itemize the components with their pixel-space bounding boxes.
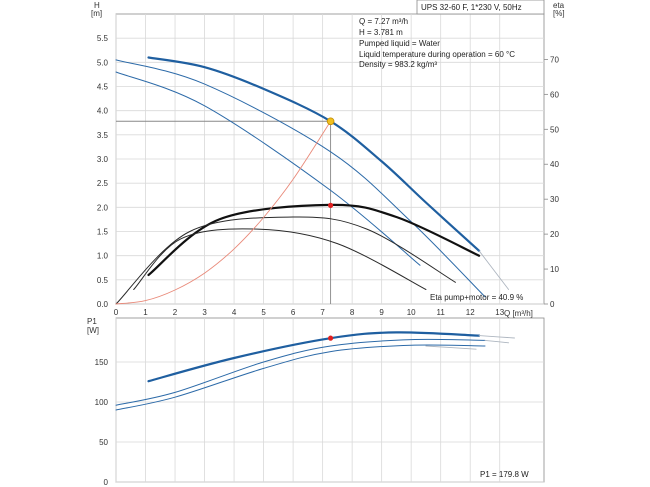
hq-y-tick-label: 5.0 [97, 58, 109, 67]
hq-y-tick-label: 2.0 [97, 203, 109, 212]
hq-eta-tick-label: 50 [550, 125, 559, 134]
hq-series-6 [133, 228, 427, 290]
hq-x-tick-label: 2 [173, 308, 178, 317]
hq-eta-tick-label: 10 [550, 265, 559, 274]
hq-y-tick-label: 5.5 [97, 34, 109, 43]
hq-x-tick-label: 10 [407, 308, 416, 317]
p1-y-tick-label: 0 [104, 478, 109, 487]
hq-series-2 [115, 71, 421, 266]
hq-chart: 0 1 2 3 4 5 6 7 8 9 10 11 12 13 0.00.51.01.52.02.53.0… [91, 0, 565, 318]
hq-y-tick-label: 0.5 [97, 276, 109, 285]
hq-x-tick-label: 11 [437, 308, 446, 317]
hq-x-tick-label: 12 [466, 308, 475, 317]
hq-x-tick-label: 7 [320, 308, 325, 317]
p1-y-ticks: 0 50 100 150 [95, 358, 109, 487]
hq-x-tick-label: 3 [202, 308, 207, 317]
hq-y-tick-label: 2.5 [97, 179, 109, 188]
hq-y-tick-label: 1.5 [97, 228, 109, 237]
info-line-density: Density = 983.2 kg/m³ [359, 60, 437, 69]
x-axis-label: Q [m³/h] [504, 309, 533, 318]
p1-axis-unit: [W] [87, 326, 99, 335]
hq-eta-tick-label: 20 [550, 230, 559, 239]
hq-x-tick-label: 6 [291, 308, 296, 317]
p1-chart: 0 50 100 150 P1 [W] P1 = 179.8 W [87, 317, 545, 487]
hq-series-5 [115, 216, 456, 305]
p1-series [115, 331, 515, 411]
p1-annotation: P1 = 179.8 W [480, 470, 529, 479]
hq-series-3 [478, 250, 510, 290]
hq-y-tick-label: 0.0 [97, 300, 109, 309]
hq-x-ticks: 0 1 2 3 4 5 6 7 8 9 10 11 12 13 [114, 308, 505, 317]
hq-points [326, 117, 335, 208]
hq-series-7 [115, 120, 332, 305]
p1-y-tick-label: 100 [95, 398, 109, 407]
p1-point [327, 335, 334, 341]
hq-x-tick-label: 4 [232, 308, 237, 317]
hq-eta-ticks: 0 10 20 30 40 50 60 70 [544, 55, 559, 309]
chart-title: UPS 32-60 F, 1*230 V, 50Hz [421, 3, 522, 12]
hq-x-tick-label: 1 [143, 308, 148, 317]
hq-eta-tick-label: 60 [550, 90, 559, 99]
p1-y-tick-label: 50 [99, 438, 108, 447]
eta-annotation: Eta pump+motor = 40.9 % [430, 293, 523, 302]
hq-series-1 [115, 59, 486, 298]
duty-point [326, 117, 335, 126]
p1-axis-label: P1 [87, 317, 97, 326]
info-block: Q = 7.27 m³/h H = 3.781 m Pumped liquid … [359, 17, 515, 69]
eta-point [327, 202, 334, 208]
hq-x-tick-label: 5 [261, 308, 266, 317]
hq-grid [115, 14, 544, 305]
hq-eta-tick-label: 40 [550, 160, 559, 169]
h-axis-unit: [m] [91, 9, 102, 18]
info-line-h: H = 3.781 m [359, 28, 403, 37]
hq-y-tick-label: 4.0 [97, 107, 109, 116]
p1-grid [115, 318, 544, 483]
hq-eta-tick-label: 30 [550, 195, 559, 204]
hq-y-tick-label: 4.5 [97, 83, 109, 92]
p1-points [327, 335, 334, 341]
hq-x-tick-label: 13 [495, 308, 504, 317]
hq-x-tick-label: 8 [350, 308, 355, 317]
p1-series-3 [115, 344, 486, 411]
p1-series-2 [115, 338, 486, 406]
hq-y-tick-label: 3.0 [97, 155, 109, 164]
hq-x-tick-label: 0 [114, 308, 119, 317]
hq-eta-tick-label: 70 [550, 55, 559, 64]
p1-series-1 [478, 335, 515, 339]
hq-y-ticks: 0.0 0.5 1.0 1.5 2.0 2.5 3.0 3.5 4.0 4.5 5.0 5.5 [97, 34, 109, 309]
p1-series-4 [484, 339, 510, 344]
p1-y-tick-label: 150 [95, 358, 109, 367]
title-box [416, 0, 545, 15]
info-line-temp: Liquid temperature during operation = 60… [359, 50, 515, 59]
hq-y-tick-label: 3.5 [97, 131, 109, 140]
hq-y-tick-label: 1.0 [97, 252, 109, 261]
hq-x-tick-label: 9 [379, 308, 384, 317]
info-line-liquid: Pumped liquid = Water [359, 39, 440, 48]
p1-frame [115, 317, 545, 483]
eta-axis-label: eta [553, 1, 565, 10]
eta-axis-unit: [%] [553, 9, 565, 18]
info-line-q: Q = 7.27 m³/h [359, 17, 408, 26]
p1-series-5 [425, 345, 477, 350]
h-axis-label: H [94, 1, 100, 10]
hq-eta-tick-label: 0 [550, 300, 555, 309]
